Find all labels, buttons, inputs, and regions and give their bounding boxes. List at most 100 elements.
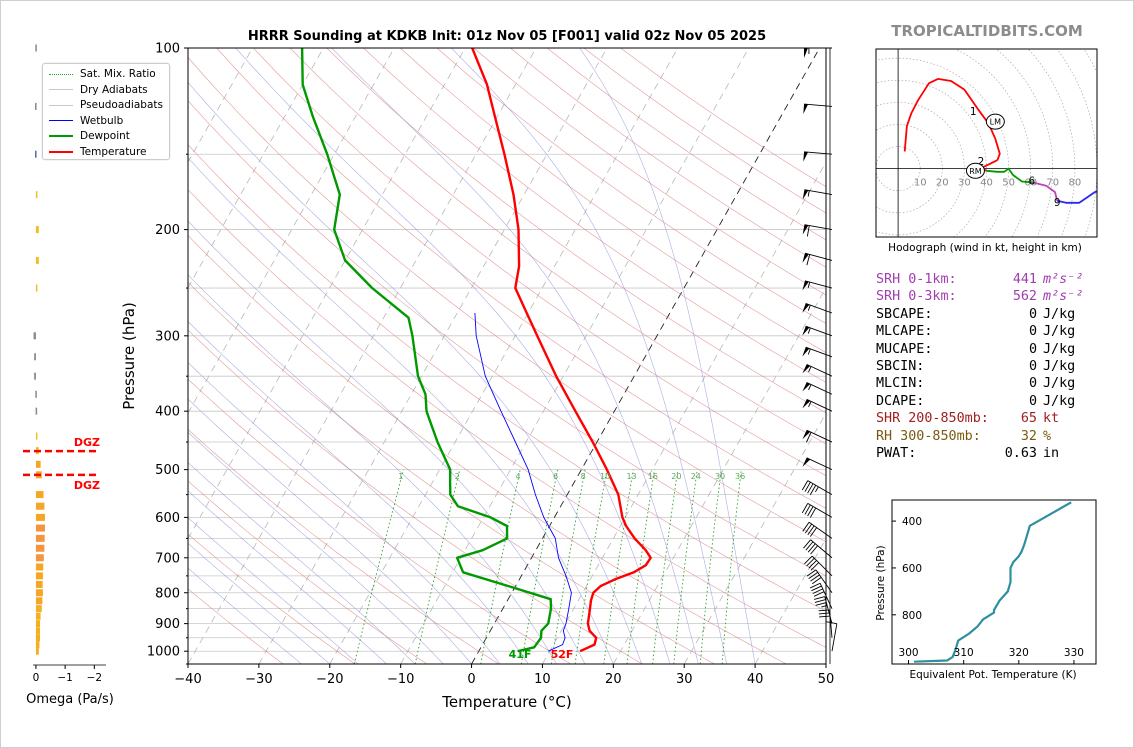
moist-adiabat <box>188 567 302 664</box>
hodograph-ring-label: 30 <box>958 178 971 189</box>
y-tick-label: 100 <box>155 42 180 57</box>
dewpoint-profile-line <box>300 48 553 653</box>
theta-e-x-tick-label: 310 <box>954 647 974 659</box>
wind-barb-full <box>818 612 830 615</box>
parameter-unit: J/kg <box>1043 341 1076 357</box>
wind-barb-full <box>804 481 811 492</box>
hodograph-height-label: 1 <box>970 106 977 118</box>
parameter-value: 0 <box>1028 324 1037 340</box>
freezing-isotherm <box>471 48 820 664</box>
legend-entry: Pseudoadiabats <box>49 98 163 112</box>
omega-bar <box>35 44 37 52</box>
wind-barb <box>804 555 833 577</box>
wind-barb-full <box>811 577 822 585</box>
legend-label: Dewpoint <box>80 130 130 142</box>
parameter-value: 65 <box>1020 411 1037 427</box>
omega-bar <box>35 597 43 605</box>
wind-barb-shaft <box>804 151 833 155</box>
hodograph-ring-label: 50 <box>1002 178 1015 189</box>
parameter-row: RH 300-850mb: 32% <box>876 428 1101 445</box>
wind-barb <box>802 252 833 266</box>
wind-barb-shaft <box>805 303 833 314</box>
wind-barb-flag <box>802 224 809 235</box>
parameter-value-group: 0 J/kg <box>1029 358 1101 375</box>
wind-barb-half <box>807 304 811 311</box>
skewt-ylabel: Pressure (hPa) <box>120 302 138 410</box>
omega-bar <box>35 390 37 398</box>
moist-adiabat <box>188 157 614 664</box>
omega-bar <box>35 634 41 642</box>
mixing-ratio-line <box>480 469 521 664</box>
hodograph-trace <box>1032 181 1059 201</box>
wind-barb-shaft <box>829 609 833 638</box>
wind-barb <box>801 480 833 495</box>
mixing-ratio-label: 36 <box>735 472 745 481</box>
wind-barb-full <box>807 506 814 517</box>
wind-barb-flag <box>802 347 810 357</box>
isotherm-line <box>612 286 826 664</box>
omega-bar <box>35 544 45 552</box>
dry-adiabat <box>188 56 826 543</box>
dry-adiabat <box>400 48 826 353</box>
wind-barbs <box>801 47 838 664</box>
wind-barb-full <box>807 483 814 494</box>
mixing-ratio-label: 6 <box>553 472 558 481</box>
wind-barb-half <box>808 401 812 408</box>
mixing-ratio-line <box>603 469 634 664</box>
hodograph-ring-label: 80 <box>1069 178 1082 189</box>
hodograph-trace <box>1056 190 1097 204</box>
storm-motion-label: RM <box>969 167 982 176</box>
x-tick-label: −30 <box>245 672 272 687</box>
wind-barb-shaft <box>808 521 833 539</box>
omega-bar <box>35 432 38 440</box>
omega-bar <box>35 256 39 264</box>
theta-e-y-tick-label: 400 <box>902 516 922 528</box>
wind-barb-full <box>814 599 826 603</box>
legend-label: Sat. Mix. Ratio <box>80 68 156 80</box>
wind-barb-full <box>801 503 809 514</box>
wind-barb <box>802 457 833 471</box>
dry-adiabat <box>188 100 826 577</box>
y-tick-label: 800 <box>155 586 180 601</box>
dgz-label-top: DGZ <box>74 436 100 449</box>
wind-barb-full <box>818 609 830 612</box>
moist-adiabat <box>188 398 472 664</box>
omega-bar <box>35 620 41 628</box>
parameter-value: 0 <box>1028 341 1037 357</box>
legend-label: Wetbulb <box>80 114 124 127</box>
parameter-value: 562 <box>1012 289 1037 305</box>
omega-bar <box>35 605 42 613</box>
omega-bar <box>35 226 39 234</box>
hodograph-ring-label: 40 <box>980 178 993 189</box>
storm-motion-label: LM <box>990 118 1001 127</box>
theta-e-y-tick-label: 800 <box>902 610 922 622</box>
wind-barb-shaft <box>805 325 833 337</box>
wind-barb <box>802 224 833 237</box>
omega-bar <box>34 372 36 380</box>
wind-barb-full <box>807 543 816 553</box>
mixing-ratio-line <box>574 469 608 664</box>
wind-barb-full <box>804 555 813 565</box>
wind-barb-flag <box>802 253 809 263</box>
wind-barb-full <box>801 480 809 491</box>
wind-barb <box>802 429 833 443</box>
dry-adiabat <box>188 144 826 612</box>
wind-barb-full <box>809 527 818 537</box>
wind-barb-shaft <box>831 623 838 652</box>
y-tick-label: 600 <box>155 511 180 526</box>
mixing-ratio-line <box>353 469 404 664</box>
mixing-ratio-line <box>699 469 722 664</box>
theta-e-xlabel: Equivalent Pot. Temperature (K) <box>909 669 1076 681</box>
wind-barb <box>802 346 833 358</box>
omega-bar <box>35 102 37 110</box>
omega-bar <box>35 534 45 542</box>
omega-bar <box>35 191 38 199</box>
wind-barb-full <box>805 541 814 551</box>
parameter-row: SRH 0-3km: 562 m²s⁻² <box>876 288 1101 305</box>
omega-tick-label: 0 <box>33 672 40 684</box>
storm-motion-marker <box>985 113 1005 130</box>
x-tick-label: −10 <box>387 672 414 687</box>
y-tick-label: 900 <box>155 617 180 632</box>
moist-adiabat <box>188 517 359 664</box>
wind-barb-flag <box>802 382 811 392</box>
